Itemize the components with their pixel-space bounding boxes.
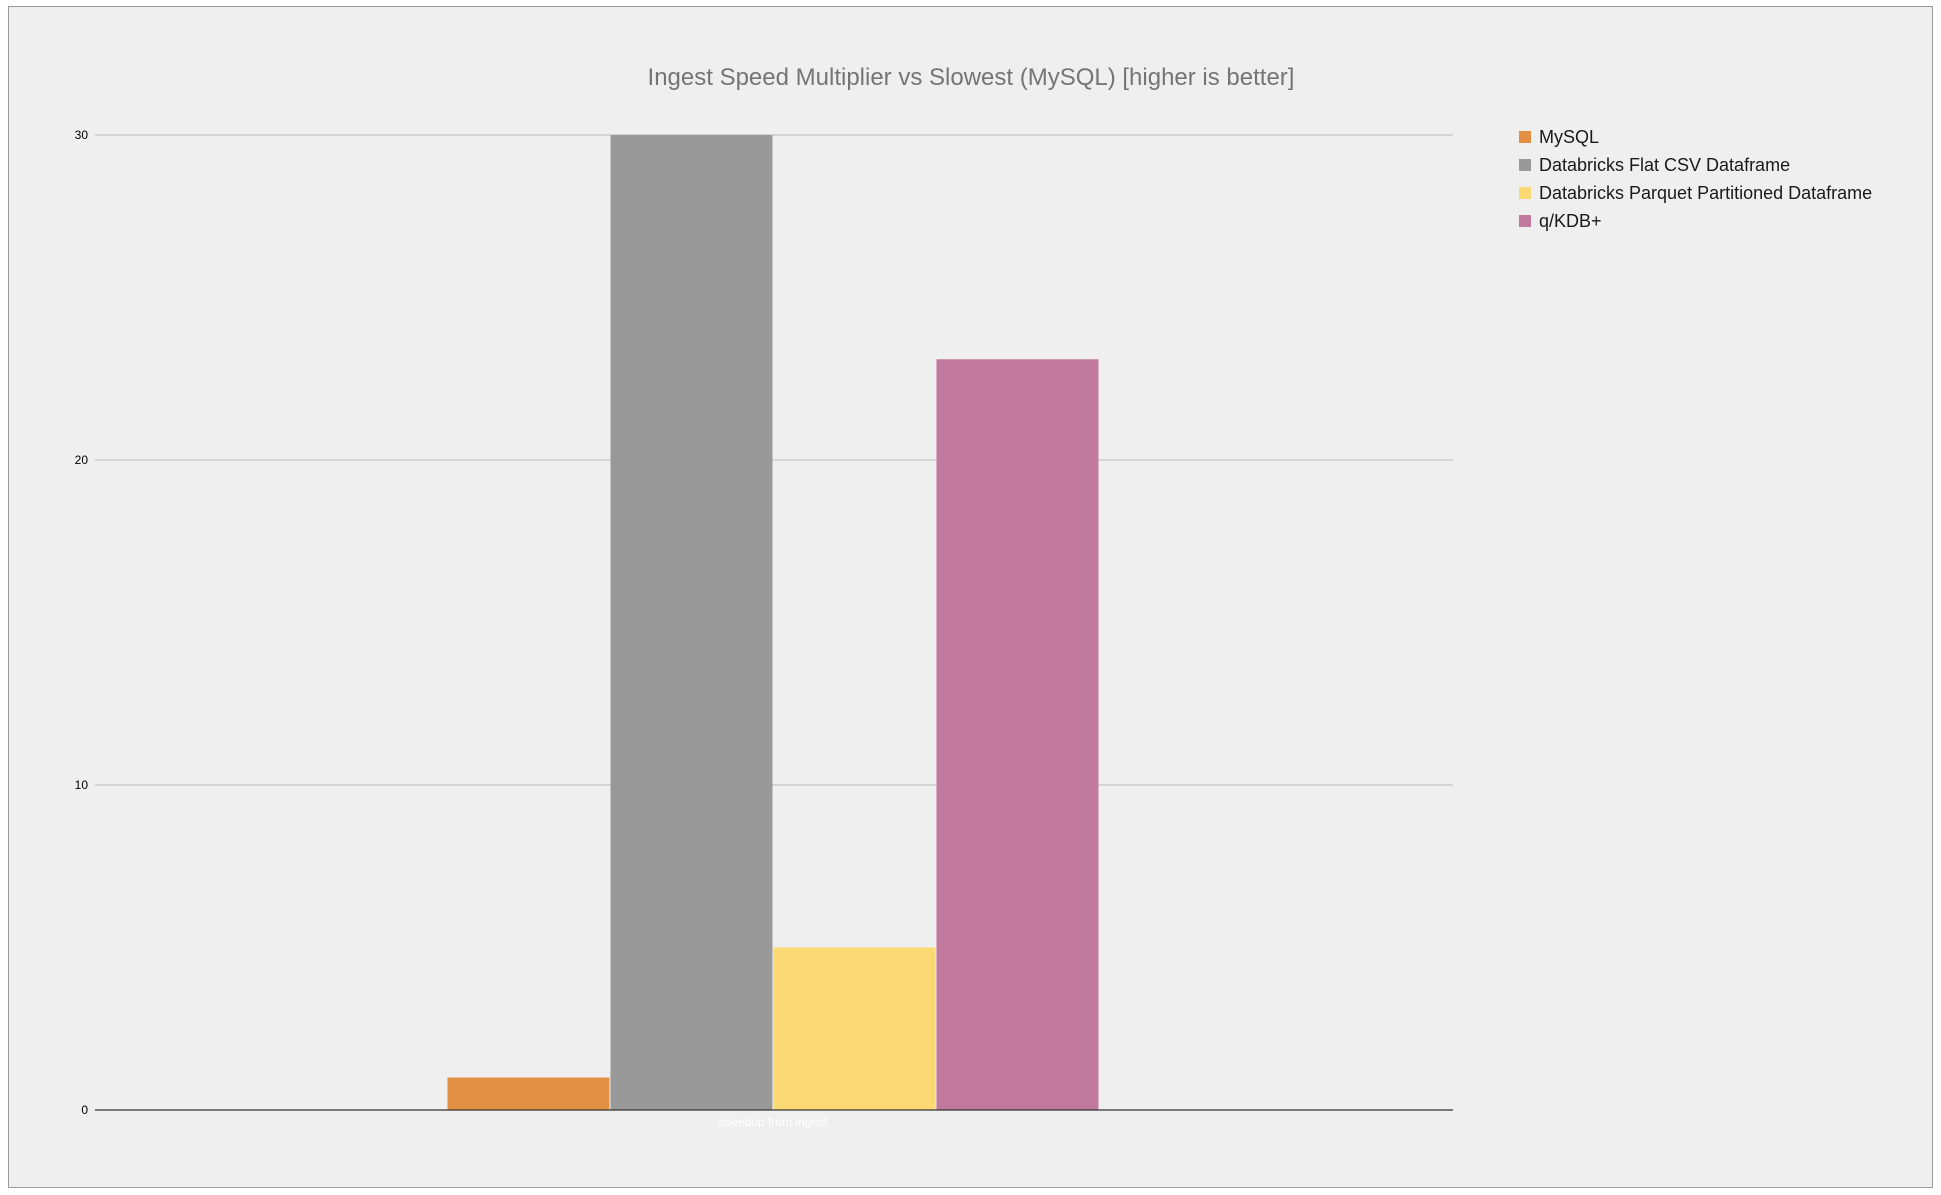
bar-databricks-parquet-partitioned-dataframe[interactable] bbox=[773, 947, 936, 1111]
legend-item[interactable]: Databricks Flat CSV Dataframe bbox=[1519, 155, 1790, 175]
bar-mysql[interactable] bbox=[447, 1077, 610, 1111]
legend-label: MySQL bbox=[1539, 127, 1599, 147]
bar-databricks-flat-csv-dataframe[interactable] bbox=[610, 135, 773, 1110]
chart-title: Ingest Speed Multiplier vs Slowest (MySQ… bbox=[648, 64, 1295, 91]
legend: MySQL Databricks Flat CSV Dataframe Databr… bbox=[1519, 127, 1872, 231]
legend-item[interactable]: MySQL bbox=[1519, 127, 1599, 147]
legend-swatch bbox=[1519, 131, 1531, 143]
bars bbox=[447, 135, 1099, 1111]
bar-q-kdb-[interactable] bbox=[936, 359, 1099, 1110]
legend-label: q/KDB+ bbox=[1539, 211, 1602, 231]
legend-swatch bbox=[1519, 215, 1531, 227]
legend-item[interactable]: q/KDB+ bbox=[1519, 211, 1602, 231]
y-axis: 0 10 20 30 bbox=[75, 128, 89, 1117]
x-category-label: speedup from ingest bbox=[719, 1115, 828, 1129]
legend-swatch bbox=[1519, 187, 1531, 199]
y-tick-label: 10 bbox=[75, 778, 89, 792]
legend-swatch bbox=[1519, 159, 1531, 171]
gridlines bbox=[95, 134, 1453, 786]
y-tick-label: 0 bbox=[81, 1103, 88, 1117]
y-tick-label: 20 bbox=[75, 453, 89, 467]
x-axis-labels: speedup from ingest bbox=[719, 1115, 828, 1129]
legend-label: Databricks Flat CSV Dataframe bbox=[1539, 155, 1790, 175]
legend-label: Databricks Parquet Partitioned Dataframe bbox=[1539, 183, 1872, 203]
legend-item[interactable]: Databricks Parquet Partitioned Dataframe bbox=[1519, 183, 1872, 203]
y-tick-label: 30 bbox=[75, 128, 89, 142]
